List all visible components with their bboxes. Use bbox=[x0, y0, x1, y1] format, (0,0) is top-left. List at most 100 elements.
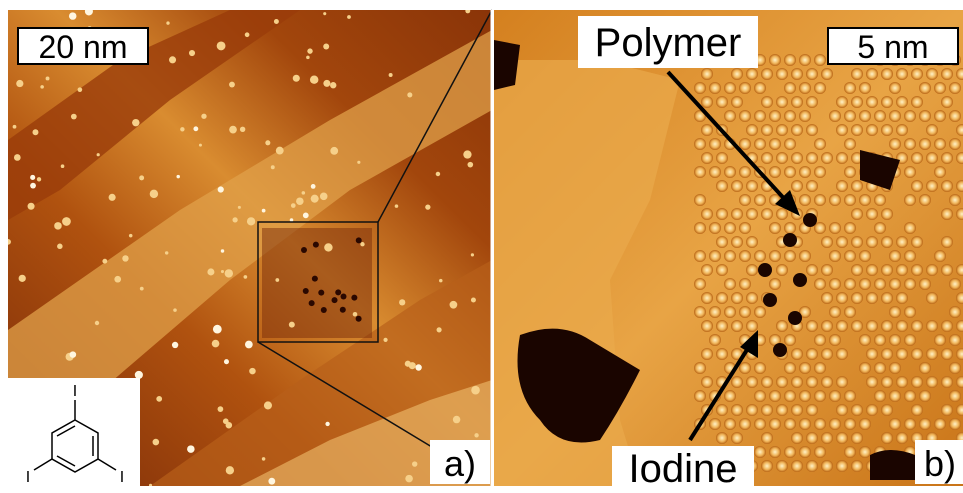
texture-dot bbox=[213, 325, 222, 334]
texture-dot bbox=[169, 56, 176, 63]
texture-dot bbox=[803, 213, 817, 227]
texture-dot bbox=[313, 242, 319, 248]
texture-dot bbox=[934, 250, 946, 262]
texture-dot bbox=[739, 278, 751, 290]
texture-dot bbox=[156, 396, 162, 402]
texture-dot bbox=[758, 263, 772, 277]
texture-dot bbox=[889, 306, 901, 318]
atom-label: I bbox=[26, 469, 30, 486]
texture-dot bbox=[102, 259, 107, 264]
texture-dot bbox=[934, 82, 946, 94]
texture-dot bbox=[453, 416, 460, 423]
texture-dot bbox=[919, 138, 931, 150]
texture-dot bbox=[821, 68, 833, 80]
texture-dot bbox=[716, 236, 728, 248]
texture-dot bbox=[769, 446, 781, 458]
texture-dot bbox=[40, 85, 44, 89]
texture-dot bbox=[212, 340, 220, 348]
texture-dot bbox=[701, 264, 713, 276]
texture-dot bbox=[716, 320, 728, 332]
texture-dot bbox=[405, 475, 413, 483]
texture-dot bbox=[776, 460, 788, 472]
texture-dot bbox=[694, 82, 706, 94]
texture-dot bbox=[166, 21, 169, 24]
atom-label: I bbox=[120, 469, 124, 486]
texture-dot bbox=[221, 249, 224, 252]
texture-dot bbox=[911, 96, 923, 108]
texture-dot bbox=[881, 404, 893, 416]
texture-dot bbox=[941, 348, 953, 360]
texture-dot bbox=[694, 362, 706, 374]
texture-dot bbox=[471, 386, 480, 395]
texture-dot bbox=[874, 278, 886, 290]
texture-dot bbox=[911, 236, 923, 248]
texture-dot bbox=[218, 186, 224, 192]
texture-dot bbox=[806, 96, 818, 108]
texture-dot bbox=[761, 376, 773, 388]
texture-dot bbox=[754, 82, 766, 94]
texture-dot bbox=[245, 32, 250, 37]
texture-dot bbox=[129, 234, 133, 238]
texture-dot bbox=[934, 166, 946, 178]
texture-dot bbox=[122, 255, 128, 261]
texture-dot bbox=[866, 208, 878, 220]
texture-dot bbox=[332, 297, 338, 303]
texture-dot bbox=[46, 77, 50, 81]
texture-dot bbox=[814, 334, 826, 346]
texture-dot bbox=[889, 418, 901, 430]
texture-dot bbox=[739, 166, 751, 178]
texture-dot bbox=[776, 320, 788, 332]
texture-dot bbox=[889, 250, 901, 262]
texture-dot bbox=[851, 460, 863, 472]
texture-dot bbox=[799, 362, 811, 374]
texture-dot bbox=[716, 152, 728, 164]
texture-dot bbox=[926, 376, 938, 388]
texture-dot bbox=[919, 82, 931, 94]
texture-dot bbox=[471, 253, 474, 256]
texture-dot bbox=[776, 96, 788, 108]
texture-dot bbox=[356, 316, 362, 322]
texture-dot bbox=[829, 418, 841, 430]
texture-dot bbox=[761, 124, 773, 136]
texture-dot bbox=[754, 390, 766, 402]
texture-dot bbox=[881, 236, 893, 248]
texture-dot bbox=[694, 138, 706, 150]
texture-dot bbox=[866, 68, 878, 80]
texture-dot bbox=[919, 110, 931, 122]
texture-dot bbox=[866, 96, 878, 108]
texture-dot bbox=[866, 292, 878, 304]
texture-dot bbox=[323, 43, 329, 49]
texture-dot bbox=[806, 432, 818, 444]
texture-dot bbox=[716, 180, 728, 192]
texture-dot bbox=[806, 404, 818, 416]
texture-dot bbox=[851, 292, 863, 304]
texture-dot bbox=[341, 293, 347, 299]
texture-dot bbox=[949, 110, 961, 122]
texture-dot bbox=[769, 278, 781, 290]
texture-dot bbox=[224, 359, 229, 364]
scale-bar-label: 20 nm bbox=[39, 29, 128, 65]
texture-dot bbox=[244, 275, 248, 279]
texture-dot bbox=[140, 287, 144, 291]
texture-dot bbox=[335, 289, 341, 295]
texture-dot bbox=[791, 432, 803, 444]
texture-dot bbox=[32, 129, 38, 135]
annotation: Polymer bbox=[595, 21, 742, 65]
texture-dot bbox=[724, 278, 736, 290]
texture-dot bbox=[709, 250, 721, 262]
texture-dot bbox=[694, 194, 706, 206]
texture-dot bbox=[844, 222, 856, 234]
texture-dot bbox=[114, 276, 121, 283]
texture-dot bbox=[14, 154, 21, 161]
texture-dot bbox=[784, 82, 796, 94]
texture-dot bbox=[271, 165, 275, 169]
texture-dot bbox=[949, 334, 961, 346]
texture-dot bbox=[919, 278, 931, 290]
texture-dot bbox=[415, 364, 421, 370]
texture-dot bbox=[716, 432, 728, 444]
texture-dot bbox=[941, 376, 953, 388]
texture-dot bbox=[323, 12, 326, 15]
texture-dot bbox=[290, 218, 294, 222]
texture-dot bbox=[207, 268, 214, 275]
texture-dot bbox=[739, 362, 751, 374]
